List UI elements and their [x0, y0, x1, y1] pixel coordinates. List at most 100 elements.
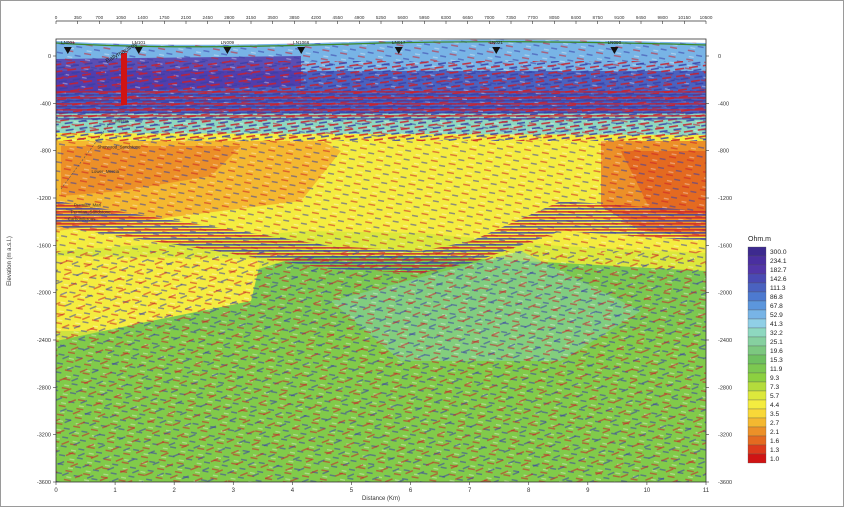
top-axis: 0 350 700 1050 1400 1750 2100 2450 2800 3150 3500 3… — [55, 15, 713, 24]
color-scale-value: 19.6 — [770, 348, 783, 355]
color-scale-value: 1.3 — [770, 447, 779, 454]
top-tick-label: 3150 — [246, 15, 257, 20]
color-scale-swatch — [747, 273, 767, 284]
left-axis-label: Elevation (m a.s.l.) — [7, 236, 13, 286]
bottom-tick-label: 4 — [291, 488, 295, 494]
horizon-label: Mercia — [115, 118, 129, 123]
color-scale-swatch — [747, 390, 767, 401]
color-scale-value: 9.3 — [770, 375, 779, 382]
top-tick-label: 4550 — [333, 15, 344, 20]
left-tick-label: -1600 — [37, 243, 51, 249]
bottom-tick-label: 10 — [644, 488, 651, 494]
station-marker-icon — [492, 47, 501, 54]
horizon-label: Lower_Mercia — [91, 169, 119, 174]
left-tick-label: 0 — [48, 54, 51, 60]
station-label: LN017 — [392, 40, 406, 45]
station-label: LN1066 — [293, 40, 310, 45]
top-tick-label: 8050 — [549, 15, 560, 20]
left-tick-label: -800 — [40, 149, 51, 155]
right-tick-label: -400 — [718, 101, 729, 107]
bottom-tick-label: 9 — [586, 488, 590, 494]
color-scale-value: 67.8 — [770, 303, 783, 310]
color-scale-swatch — [747, 453, 767, 464]
right-tick-label: -2000 — [718, 291, 732, 297]
color-scale-value: 86.8 — [770, 294, 783, 301]
left-tick-label: -3200 — [37, 433, 51, 439]
color-scale-swatch — [747, 381, 767, 392]
borehole-marker — [121, 53, 127, 105]
station-marker-icon — [394, 47, 403, 54]
horizon-labels: Mercia Sherwood_Sandstone Lower_Mercia Perm… — [68, 118, 141, 221]
color-scale-value: 32.2 — [770, 330, 783, 337]
top-tick-label: 5250 — [376, 15, 387, 20]
station-label: LN101 — [132, 40, 146, 45]
bottom-tick-label: 7 — [468, 488, 472, 494]
color-scale-value: 2.1 — [770, 429, 779, 436]
color-scale-swatch — [747, 426, 767, 437]
color-scale-bar: 300.0 234.1 182.7 142.6 111.3 86.8 67.8 52.9 41.… — [747, 246, 787, 464]
top-tick-label: 700 — [95, 15, 103, 20]
top-tick-label: 2800 — [224, 15, 235, 20]
color-scale-swatch — [747, 336, 767, 347]
bottom-axis-label: Distance (Km) — [362, 496, 400, 502]
color-scale-value: 182.7 — [770, 267, 787, 274]
color-scale-swatch — [747, 300, 767, 311]
station-label: LN001 — [61, 40, 75, 45]
top-tick-label: 0 — [55, 15, 58, 20]
color-scale-swatch — [747, 282, 767, 293]
horizon-leader-line — [60, 118, 114, 190]
top-tick-label: 6300 — [441, 15, 452, 20]
color-scale-value: 25.1 — [770, 339, 783, 346]
color-scale-value: 3.5 — [770, 411, 779, 418]
top-tick-label: 6650 — [463, 15, 474, 20]
left-tick-label: -2000 — [37, 291, 51, 297]
color-scale-value: 234.1 — [770, 258, 787, 265]
top-tick-label: 7350 — [506, 15, 517, 20]
bottom-tick-label: 0 — [54, 488, 58, 494]
station-marker-icon — [223, 47, 232, 54]
station-marker-icon — [63, 47, 72, 54]
right-tick-label: 0 — [718, 54, 721, 60]
right-tick-label: -2400 — [718, 338, 732, 344]
color-scale-swatch — [747, 318, 767, 329]
top-tick-label: 8750 — [593, 15, 604, 20]
horizon-label: Permian_Marl — [74, 202, 101, 207]
right-tick-label: -1600 — [718, 243, 732, 249]
top-tick-label: 350 — [74, 15, 82, 20]
color-scale-value: 2.7 — [770, 420, 779, 427]
right-axis: 0 -400 -800 -1200 -1600 -2000 -2400 -2800 -3200 -… — [706, 54, 732, 486]
right-tick-label: -3200 — [718, 433, 732, 439]
color-scale-value: 300.0 — [770, 249, 787, 256]
resistivity-background — [56, 39, 706, 482]
color-scale-swatch — [747, 291, 767, 302]
bottom-tick-label: 11 — [703, 488, 710, 494]
color-scale-value: 142.6 — [770, 276, 787, 283]
top-tick-label: 10500 — [700, 15, 713, 20]
color-scale-value: 4.4 — [770, 402, 779, 409]
bottom-tick-label: 5 — [350, 488, 354, 494]
station-label: LN090 — [608, 40, 622, 45]
color-scale-swatch — [747, 372, 767, 383]
right-tick-label: -3600 — [718, 480, 732, 486]
color-scale-swatch — [747, 345, 767, 356]
color-scale-legend: Ohm.m 300.0 234.1 182.7 142.6 111.3 86.8 67.8 5… — [747, 236, 787, 464]
bottom-tick-label: 8 — [527, 488, 531, 494]
color-scale-swatch — [747, 264, 767, 275]
top-tick-label: 1400 — [138, 15, 149, 20]
horizon-label: Sherwood_Sandstone — [97, 144, 141, 149]
top-tick-label: 4900 — [354, 15, 365, 20]
color-scale-swatch — [747, 327, 767, 338]
left-tick-label: -1200 — [37, 196, 51, 202]
station-label: LN021 — [489, 40, 503, 45]
color-scale-swatch — [747, 246, 767, 257]
bottom-axis: Distance (Km) 0 1 2 3 4 5 6 7 8 9 10 11 — [54, 482, 710, 502]
top-tick-label: 9450 — [636, 15, 647, 20]
top-tick-label: 3500 — [268, 15, 279, 20]
left-axis: Elevation (m a.s.l.) 0 -400 -800 -1200 -1600… — [7, 54, 56, 486]
top-tick-label: 5600 — [398, 15, 409, 20]
color-scale-value: 52.9 — [770, 312, 783, 319]
color-scale-value: 15.3 — [770, 357, 783, 364]
color-scale-value: 11.9 — [770, 366, 783, 373]
